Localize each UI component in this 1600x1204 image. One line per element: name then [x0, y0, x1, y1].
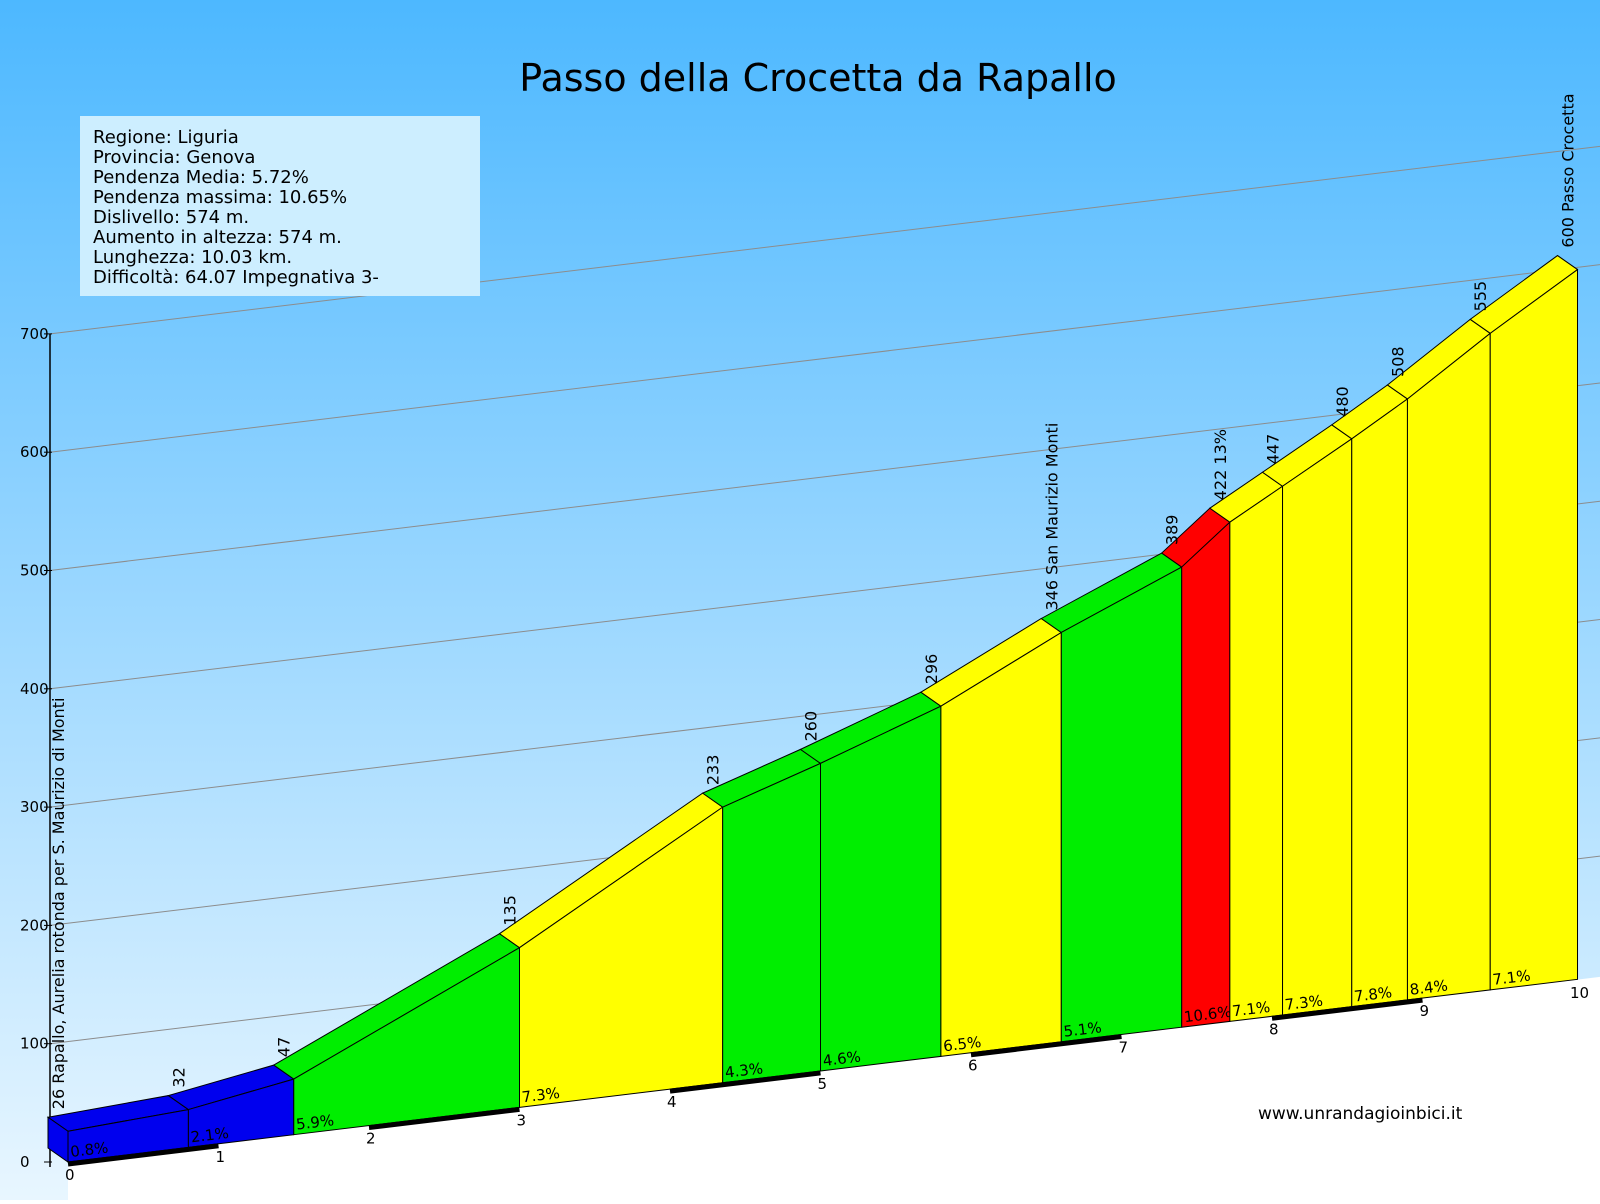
label-layer: 26 Rapallo, Aurelia rotonda per S. Mauri…: [49, 93, 1578, 1109]
elevation-label: 600 Passo Crocetta: [1559, 93, 1578, 247]
y-tick-label: 200: [20, 916, 49, 934]
y-tick-label: 700: [20, 325, 49, 343]
elevation-label: 135: [501, 895, 520, 926]
elevation-label: 346 San Maurizio Monti: [1042, 423, 1061, 611]
x-tick-label: 6: [968, 1057, 978, 1075]
elevation-label: 508: [1388, 346, 1407, 377]
info-box-background: [80, 116, 480, 296]
y-tick-label: 400: [20, 680, 49, 698]
segment-front-face: [1489, 268, 1579, 991]
x-axis: 0 1 2 3 4 5 6 7 8 9 10: [65, 984, 1589, 1184]
info-line-elevation-gain: Dislivello: 574 m.: [93, 207, 249, 228]
segment-front-face: [1060, 566, 1183, 1043]
x-axis-bar: [1271, 997, 1423, 1021]
segment-front-face: [1181, 521, 1231, 1028]
x-axis-bar: [970, 1034, 1122, 1058]
y-tick-label: 500: [20, 562, 49, 580]
info-line-region: Regione: Liguria: [93, 127, 239, 148]
x-axis-bar: [669, 1070, 821, 1094]
elevation-label: 296: [922, 654, 941, 685]
y-tick-label: 300: [20, 798, 49, 816]
info-box: Regione: Liguria Provincia: Genova Pende…: [80, 116, 480, 296]
x-tick-label: 10: [1570, 984, 1589, 1002]
segment-gradient-label: 2.1%: [190, 1124, 230, 1146]
elevation-label: 422 13%: [1211, 429, 1230, 500]
profile-layer: 0.8%2.1%5.9%7.3%4.3%4.6%6.5%5.1%10.6%7.1…: [46, 254, 1579, 1163]
segment-front-face: [1351, 397, 1408, 1008]
segment-front-face: [820, 705, 942, 1072]
info-line-province: Provincia: Genova: [93, 147, 255, 168]
info-line-difficulty: Difficoltà: 64.07 Impegnativa 3-: [93, 267, 379, 288]
segment-gradient-label: 5.9%: [295, 1111, 335, 1133]
segment-gradient-label: 6.5%: [942, 1033, 982, 1055]
x-tick-label: 4: [667, 1093, 677, 1111]
segment-front-face: [1406, 332, 1491, 1001]
info-line-max-gradient: Pendenza massima: 10.65%: [93, 187, 347, 208]
elevation-label: 389: [1163, 515, 1182, 546]
elevation-label: 447: [1264, 434, 1283, 465]
segment-gradient-label: 7.1%: [1231, 998, 1271, 1020]
segment-gradient-label: 7.3%: [521, 1084, 561, 1106]
elevation-label: 555: [1471, 281, 1490, 312]
x-axis-bar: [368, 1106, 520, 1131]
x-tick-label: 0: [65, 1166, 75, 1184]
x-tick-label: 3: [517, 1111, 527, 1129]
info-line-avg-gradient: Pendenza Media: 5.72%: [93, 167, 309, 188]
segment-gradient-label: 5.1%: [1063, 1018, 1103, 1040]
elevation-label: 480: [1333, 386, 1352, 417]
profile-end-cap: [47, 1116, 69, 1163]
x-tick-label: 8: [1269, 1020, 1279, 1038]
segment-front-face: [1282, 437, 1353, 1016]
y-axis: 0 100 200 300 400 500 600 700: [20, 325, 52, 1171]
ground-plane: [0, 972, 1600, 1202]
x-axis-bar: [67, 1143, 219, 1167]
gridline: [49, 145, 1600, 335]
segment-front-face: [940, 631, 1062, 1057]
elevation-label: 32: [169, 1067, 188, 1087]
x-tick-label: 1: [216, 1148, 226, 1166]
segment-gradient-label: 0.8%: [69, 1139, 109, 1161]
chart-title: Passo della Crocetta da Rapallo: [519, 56, 1117, 100]
segment-gradient-label: 7.3%: [1284, 992, 1324, 1014]
y-tick-label: 0: [20, 1153, 30, 1171]
x-tick-label: 9: [1420, 1002, 1430, 1020]
elevation-label: 47: [275, 1037, 294, 1057]
segment-gradient-label: 7.1%: [1492, 966, 1532, 988]
gridline: [49, 382, 1600, 571]
segment-gradient-label: 8.4%: [1409, 976, 1449, 998]
elevation-label: 260: [802, 711, 821, 742]
elevation-label: 26 Rapallo, Aurelia rotonda per S. Mauri…: [49, 698, 68, 1110]
gridline: [49, 264, 1600, 453]
segment-gradient-label: 10.6%: [1183, 1003, 1232, 1027]
x-tick-label: 5: [818, 1075, 828, 1093]
info-line-length: Lunghezza: 10.03 km.: [93, 247, 292, 268]
info-line-altitude-increase: Aumento in altezza: 574 m.: [93, 227, 342, 248]
x-tick-label: 7: [1119, 1039, 1129, 1057]
website-credit[interactable]: www.unrandagioinbici.it: [1258, 1104, 1463, 1124]
segment-gradient-label: 4.3%: [724, 1059, 764, 1081]
segment-gradient-label: 7.8%: [1353, 983, 1393, 1005]
x-tick-label: 2: [366, 1130, 376, 1148]
y-tick-label: 100: [20, 1035, 49, 1053]
segment-front-face: [722, 762, 821, 1084]
segment-gradient-label: 4.6%: [822, 1047, 862, 1069]
segment-front-face: [1229, 485, 1284, 1022]
y-tick-label: 600: [20, 443, 49, 461]
elevation-label: 233: [704, 755, 723, 786]
